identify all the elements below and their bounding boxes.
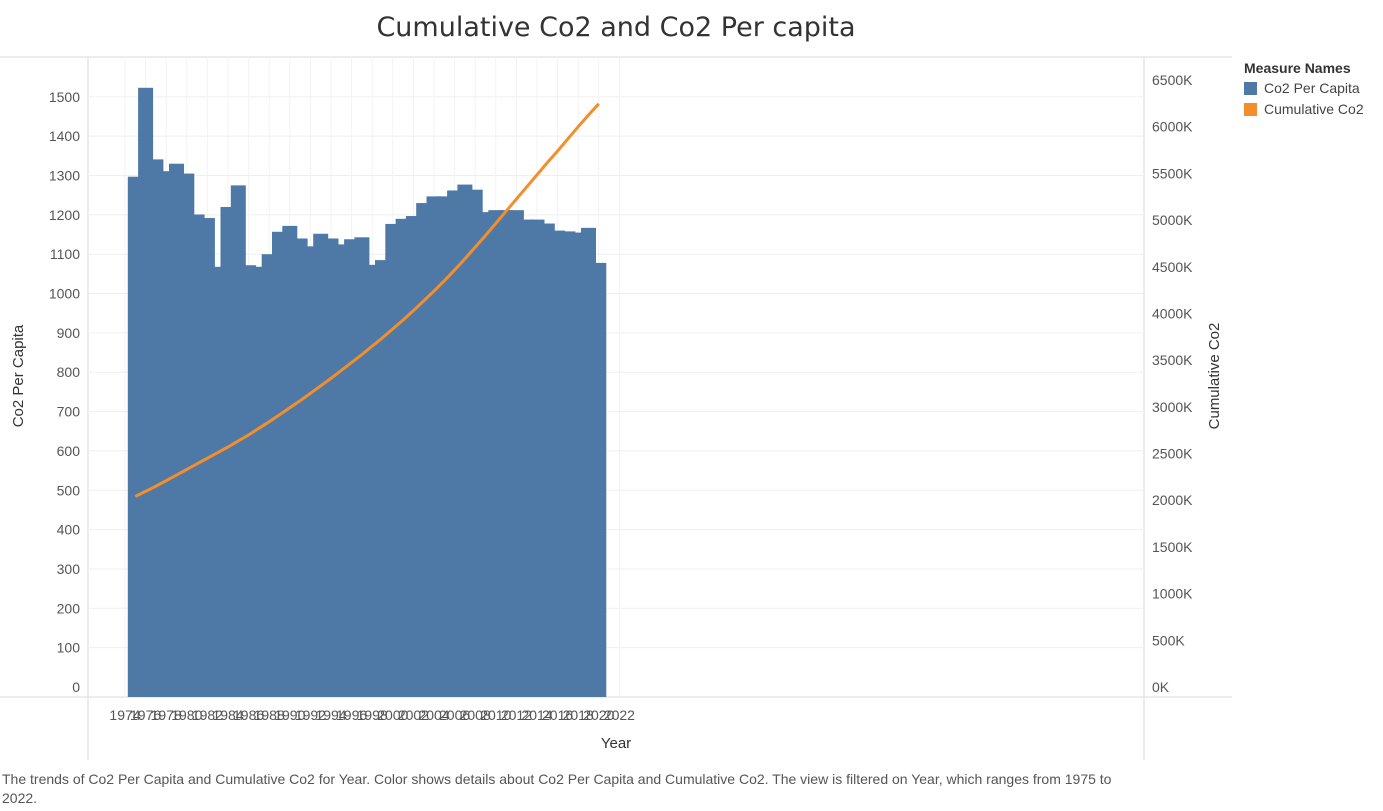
y-tick-label: 100 [57, 640, 81, 656]
x-tick-label: 2022 [604, 707, 635, 723]
y-tick-label: 1200 [49, 207, 80, 223]
x-tick-label: 2002 [398, 707, 429, 723]
x-tick-label: 1986 [233, 707, 264, 723]
legend: Measure Names Co2 Per Capita Cumulative … [1244, 60, 1364, 122]
x-tick-label: 1988 [254, 707, 285, 723]
y2-tick-label: 6500K [1152, 72, 1193, 88]
x-tick-label: 2018 [563, 707, 594, 723]
y-tick-label: 600 [57, 443, 81, 459]
y2-tick-label: 6000K [1152, 119, 1193, 135]
y2-tick-label: 0K [1152, 679, 1170, 695]
x-tick-label: 2004 [418, 707, 449, 723]
x-tick-label: 2000 [377, 707, 408, 723]
y-tick-label: 1100 [50, 246, 80, 262]
y-axis-title: Co2 Per Capita [10, 324, 27, 427]
y-tick-label: 1500 [49, 89, 80, 105]
x-tick-label: 1998 [357, 707, 388, 723]
bar [591, 262, 607, 697]
x-tick-label: 1976 [130, 707, 161, 723]
legend-label-cumulative-co2: Cumulative Co2 [1264, 101, 1364, 117]
x-tick-label: 2012 [501, 707, 532, 723]
legend-item-co2-per-capita[interactable]: Co2 Per Capita [1244, 80, 1364, 96]
legend-title: Measure Names [1244, 60, 1351, 76]
y-tick-label: 800 [57, 364, 81, 380]
y-tick-label: 200 [57, 600, 81, 616]
legend-label-co2-per-capita: Co2 Per Capita [1264, 80, 1360, 96]
x-tick-label: 1984 [212, 707, 243, 723]
x-tick-label: 1974 [109, 707, 140, 723]
y2-tick-label: 3500K [1152, 352, 1193, 368]
chart-title: Cumulative Co2 and Co2 Per capita [376, 12, 856, 43]
y-tick-label: 1000 [49, 286, 80, 302]
x-tick-label: 2016 [542, 707, 573, 723]
y-tick-label: 900 [57, 325, 81, 341]
x-tick-label: 1982 [192, 707, 223, 723]
x-tick-label: 2010 [480, 707, 511, 723]
x-tick-label: 1994 [315, 707, 346, 723]
x-tick-label: 1980 [171, 707, 202, 723]
cumulative-line [134, 102, 600, 498]
y-tick-label: 300 [57, 561, 81, 577]
chart-canvas: 0 100 200 300 400 500 600 700 800 900 1000 1100 1200… [0, 56, 1232, 760]
y2-tick-label: 4000K [1152, 305, 1193, 321]
y2-tick-label: 2000K [1152, 492, 1193, 508]
x-tick-label: 2020 [583, 707, 614, 723]
x-tick-label: 1990 [274, 707, 305, 723]
y2-tick-label: 500K [1152, 632, 1185, 648]
legend-swatch-cumulative-co2 [1244, 102, 1257, 116]
y2-tick-label: 3000K [1152, 399, 1193, 415]
chart-caption: The trends of Co2 Per Capita and Cumulat… [2, 771, 1112, 806]
y2-tick-label: 5500K [1152, 165, 1193, 181]
y-tick-label: 700 [57, 404, 81, 420]
y2-tick-label: 2500K [1152, 446, 1193, 462]
legend-swatch-co2-per-capita [1244, 81, 1257, 95]
x-tick-label: 1996 [336, 707, 367, 723]
x-tick-label: 1992 [295, 707, 326, 723]
y-tick-label: 500 [57, 482, 81, 498]
y-tick-label: 1300 [49, 168, 80, 184]
x-tick-label: 2006 [439, 707, 470, 723]
x-tick-label: 2008 [460, 707, 491, 723]
y-tick-label: 1400 [49, 128, 80, 144]
y2-tick-label: 1000K [1152, 586, 1193, 602]
x-axis-title: Year [601, 735, 631, 752]
y-tick-label: 0 [72, 679, 80, 695]
y2-axis-title: Cumulative Co2 [1206, 323, 1223, 430]
y2-tick-label: 5000K [1152, 212, 1193, 228]
y-tick-label: 400 [57, 522, 81, 538]
x-tick-label: 1978 [151, 707, 182, 723]
y2-tick-label: 1500K [1152, 539, 1193, 555]
y2-tick-label: 4500K [1152, 259, 1193, 275]
x-tick-label: 2014 [521, 707, 552, 723]
legend-item-cumulative-co2[interactable]: Cumulative Co2 [1244, 101, 1364, 117]
